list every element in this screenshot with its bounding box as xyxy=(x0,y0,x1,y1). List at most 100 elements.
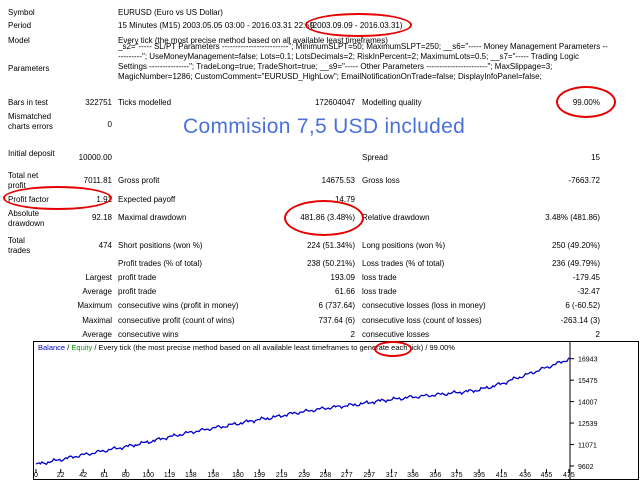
x-tick-label: 415 xyxy=(496,472,508,479)
legend-description: / Every tick (the most precise method ba… xyxy=(94,343,428,352)
balance-chart: 16943 15475 14007 12539 11071 9602 0 22 42 61 80 10… xyxy=(33,341,639,480)
x-tick-label: 258 xyxy=(320,472,332,479)
abs-drawdown-label: Absolute drawdown xyxy=(8,209,45,228)
x-tick-label: 239 xyxy=(298,472,310,479)
maximum-wins-value: 6 (737.64) xyxy=(318,301,355,310)
bars-label: Bars in test xyxy=(8,98,49,107)
y-tick-label: 9602 xyxy=(578,464,594,471)
x-tick-label: 375 xyxy=(451,472,463,479)
parameters-value: _s2="----- SL/PT Parameters ------------… xyxy=(118,42,608,81)
max-drawdown-label: Maximal drawdown xyxy=(118,213,187,222)
rel-drawdown-label: Relative drawdown xyxy=(362,213,430,222)
expected-payoff-value: 14.79 xyxy=(334,195,355,204)
x-tick-label: 475 xyxy=(563,472,575,479)
legend-equity: Equity xyxy=(71,343,93,352)
model-label: Model xyxy=(8,36,30,45)
symbol-value: EURUSD (Euro vs US Dollar) xyxy=(118,8,223,17)
average-loss-label: loss trade xyxy=(362,287,397,296)
x-tick-label: 42 xyxy=(79,472,87,479)
average-label: Average xyxy=(82,287,112,296)
x-tick-label: 219 xyxy=(276,472,288,479)
net-profit-label: Total net profit xyxy=(8,171,39,190)
short-positions-label: Short positions (won %) xyxy=(118,241,203,250)
average-consec-label: Average xyxy=(82,330,112,339)
deposit-label: Initial deposit xyxy=(8,149,55,158)
gross-loss-label: Gross loss xyxy=(362,176,400,185)
legend-sep: / xyxy=(67,343,70,352)
x-tick-label: 22 xyxy=(57,472,65,479)
symbol-label: Symbol xyxy=(8,8,35,17)
short-positions-value: 224 (51.34%) xyxy=(306,241,355,250)
largest-loss-label: loss trade xyxy=(362,273,397,282)
balance-chart-svg: 16943 15475 14007 12539 11071 9602 0 22 42 61 80 10… xyxy=(34,342,598,479)
period-range-highlight xyxy=(305,13,412,37)
maximum-wins-label: consecutive wins (profit in money) xyxy=(118,301,239,310)
x-tick-label: 317 xyxy=(386,472,398,479)
average-consec-losses-value: 2 xyxy=(595,330,600,339)
maximum-losses-label: consecutive losses (loss in money) xyxy=(362,301,486,310)
maximum-label: Maximum xyxy=(77,301,112,310)
rel-drawdown-value: 3.48% (481.86) xyxy=(545,213,600,222)
drawdown-highlight xyxy=(284,200,364,236)
deposit-value: 10000.00 xyxy=(78,153,112,162)
gross-loss-value: -7663.72 xyxy=(568,176,600,185)
parameters-label: Parameters xyxy=(8,64,50,73)
quality-label: Modelling quality xyxy=(362,98,422,107)
chart-legend: Balance / Equity / Every tick (the most … xyxy=(38,343,455,353)
x-tick-label: 277 xyxy=(341,472,353,479)
legend-balance: Balance xyxy=(38,343,66,352)
x-tick-label: 61 xyxy=(101,472,109,479)
profit-trades-label: Profit trades (% of total) xyxy=(118,259,203,268)
profit-trades-value: 238 (50.21%) xyxy=(306,259,355,268)
y-tick-label: 12539 xyxy=(578,421,598,428)
largest-label: Largest xyxy=(85,273,112,282)
average-consec-wins-value: 2 xyxy=(350,330,355,339)
ticks-label: Ticks modelled xyxy=(118,98,172,107)
x-tick-label: 180 xyxy=(232,472,244,479)
loss-trades-value: 236 (49.79%) xyxy=(551,259,600,268)
x-tick-label: 119 xyxy=(164,472,175,479)
x-tick-label: 297 xyxy=(363,472,375,479)
maximal-loss-label: consecutive loss (count of losses) xyxy=(362,316,482,325)
y-tick-label: 15475 xyxy=(578,378,598,385)
x-tick-label: 199 xyxy=(253,472,265,479)
x-tick-label: 100 xyxy=(142,472,154,479)
total-trades-label: Total trades xyxy=(8,236,31,255)
x-tick-label: 138 xyxy=(185,472,197,479)
largest-profit-value: 193.09 xyxy=(330,273,355,282)
net-profit-value: 7011.81 xyxy=(83,176,112,185)
balance-series-line xyxy=(35,357,571,466)
maximum-losses-value: 6 (-60.52) xyxy=(565,301,600,310)
gross-profit-label: Gross profit xyxy=(118,176,160,185)
y-tick-label: 11071 xyxy=(578,443,597,450)
profit-factor-highlight xyxy=(3,186,112,210)
legend-quality: 99.00% xyxy=(429,343,455,352)
average-consec-wins-label: consecutive wins xyxy=(118,330,179,339)
legend-quality-highlight xyxy=(374,341,412,357)
bars-value: 322751 xyxy=(85,98,112,107)
spread-label: Spread xyxy=(362,153,388,162)
maximal-profit-value: 737.64 (6) xyxy=(318,316,355,325)
x-tick-label: 0 xyxy=(34,472,38,479)
y-tick-label: 14007 xyxy=(578,400,598,407)
commission-overlay-text: Commision 7,5 USD included xyxy=(183,115,466,138)
expected-payoff-label: Expected payoff xyxy=(118,195,176,204)
quality-highlight xyxy=(556,86,616,118)
average-loss-value: -32.47 xyxy=(577,287,600,296)
average-profit-value: 61.66 xyxy=(334,287,355,296)
test-report: Symbol EURUSD (Euro vs US Dollar) Period… xyxy=(3,8,616,339)
average-profit-label: profit trade xyxy=(118,287,157,296)
x-tick-label: 395 xyxy=(473,472,485,479)
mismatch-value: 0 xyxy=(107,120,112,129)
x-tick-label: 336 xyxy=(407,472,419,479)
y-tick-label: 16943 xyxy=(578,357,598,364)
largest-loss-value: -179.45 xyxy=(572,273,600,282)
x-tick-label: 436 xyxy=(519,472,531,479)
maximal-profit-label: consecutive profit (count of wins) xyxy=(118,316,235,325)
long-positions-value: 250 (49.20%) xyxy=(551,241,600,250)
average-consec-losses-label: consecutive losses xyxy=(362,330,430,339)
gross-profit-value: 14675.53 xyxy=(321,176,355,185)
spread-value: 15 xyxy=(591,153,600,162)
abs-drawdown-value: 92.18 xyxy=(91,213,112,222)
x-tick-label: 158 xyxy=(207,472,219,479)
